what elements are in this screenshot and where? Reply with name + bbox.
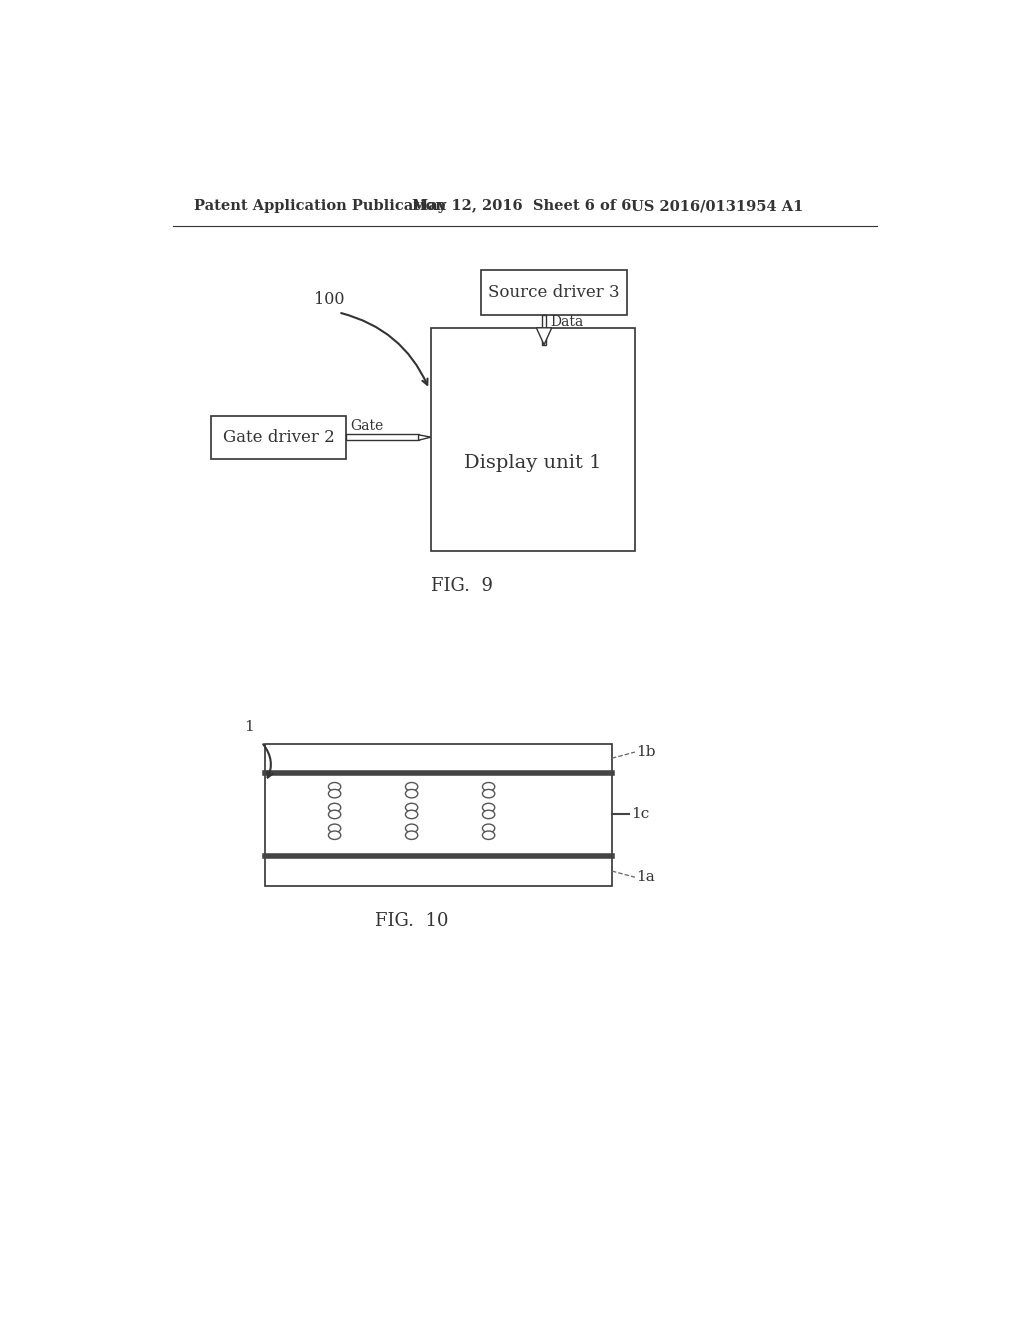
Text: FIG.  9: FIG. 9	[431, 577, 493, 595]
Text: Display unit 1: Display unit 1	[464, 454, 602, 471]
Ellipse shape	[329, 810, 341, 818]
Text: Patent Application Publication: Patent Application Publication	[194, 199, 445, 213]
Text: US 2016/0131954 A1: US 2016/0131954 A1	[631, 199, 804, 213]
Text: 1: 1	[244, 719, 254, 734]
Ellipse shape	[406, 810, 418, 818]
Text: 1c: 1c	[631, 808, 649, 821]
Bar	[346, 434, 419, 441]
Ellipse shape	[329, 824, 341, 833]
Ellipse shape	[329, 832, 341, 840]
Ellipse shape	[329, 783, 341, 791]
Bar	[542, 314, 547, 345]
Ellipse shape	[482, 789, 495, 797]
Ellipse shape	[482, 832, 495, 840]
Ellipse shape	[329, 804, 341, 812]
Text: Source driver 3: Source driver 3	[488, 284, 620, 301]
Text: Gate: Gate	[350, 420, 383, 433]
Text: 1a: 1a	[637, 870, 655, 884]
Ellipse shape	[406, 789, 418, 797]
Text: May 12, 2016  Sheet 6 of 6: May 12, 2016 Sheet 6 of 6	[412, 199, 631, 213]
Ellipse shape	[482, 810, 495, 818]
Ellipse shape	[406, 832, 418, 840]
Ellipse shape	[482, 804, 495, 812]
Ellipse shape	[406, 783, 418, 791]
Bar	[211, 416, 346, 459]
Ellipse shape	[482, 824, 495, 833]
Bar	[431, 327, 635, 552]
Polygon shape	[419, 434, 431, 441]
Ellipse shape	[329, 789, 341, 797]
Text: 1b: 1b	[637, 744, 656, 759]
Text: FIG.  10: FIG. 10	[375, 912, 449, 929]
Text: Gate driver 2: Gate driver 2	[223, 429, 335, 446]
Text: Data: Data	[550, 315, 584, 330]
Ellipse shape	[406, 824, 418, 833]
Ellipse shape	[482, 783, 495, 791]
Bar	[265, 743, 611, 886]
Text: 100: 100	[313, 290, 344, 308]
Polygon shape	[537, 327, 552, 345]
Bar	[481, 271, 628, 314]
Ellipse shape	[406, 804, 418, 812]
